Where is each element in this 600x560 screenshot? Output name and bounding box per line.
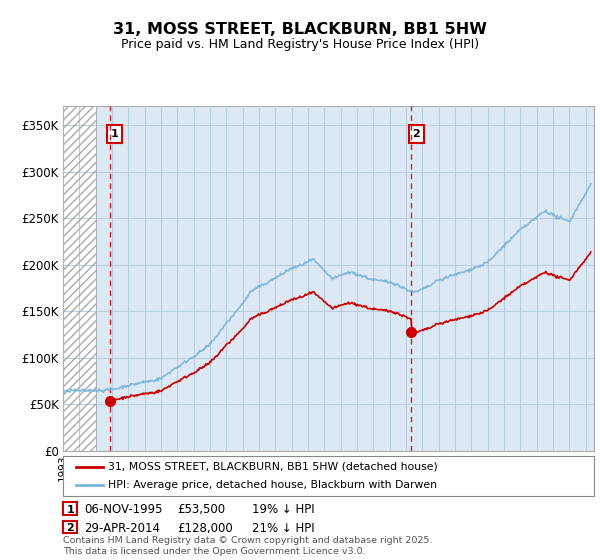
Text: 1: 1 [110, 129, 118, 139]
Text: 31, MOSS STREET, BLACKBURN, BB1 5HW: 31, MOSS STREET, BLACKBURN, BB1 5HW [113, 22, 487, 38]
Text: £53,500: £53,500 [177, 503, 225, 516]
Bar [63, 106, 95, 451]
Text: 2: 2 [67, 523, 74, 533]
Text: HPI: Average price, detached house, Blackburn with Darwen: HPI: Average price, detached house, Blac… [108, 480, 437, 490]
Text: 29-APR-2014: 29-APR-2014 [84, 521, 160, 535]
Text: 2: 2 [413, 129, 420, 139]
Bar [63, 106, 95, 451]
Text: 31, MOSS STREET, BLACKBURN, BB1 5HW (detached house): 31, MOSS STREET, BLACKBURN, BB1 5HW (det… [108, 462, 438, 472]
Text: Price paid vs. HM Land Registry's House Price Index (HPI): Price paid vs. HM Land Registry's House … [121, 38, 479, 51]
Text: 06-NOV-1995: 06-NOV-1995 [84, 503, 163, 516]
Text: Contains HM Land Registry data © Crown copyright and database right 2025.
This d: Contains HM Land Registry data © Crown c… [63, 536, 433, 556]
Text: £128,000: £128,000 [177, 521, 233, 535]
Text: 1: 1 [67, 505, 74, 515]
Text: 21% ↓ HPI: 21% ↓ HPI [252, 521, 314, 535]
Text: 19% ↓ HPI: 19% ↓ HPI [252, 503, 314, 516]
